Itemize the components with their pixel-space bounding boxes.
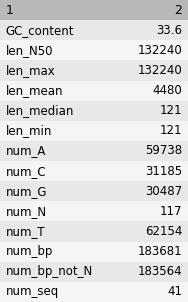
Text: len_max: len_max	[6, 64, 55, 77]
Bar	[0, 221, 188, 242]
Bar	[0, 0, 188, 20]
Bar	[0, 121, 188, 141]
Text: 121: 121	[160, 124, 182, 137]
Text: 132240: 132240	[138, 44, 182, 57]
Text: 132240: 132240	[138, 64, 182, 77]
Text: len_mean: len_mean	[6, 84, 63, 97]
Bar	[0, 282, 188, 302]
Text: num_bp_not_N: num_bp_not_N	[6, 265, 93, 278]
Text: 183564: 183564	[138, 265, 182, 278]
Text: 31185: 31185	[145, 165, 182, 178]
Text: len_N50: len_N50	[6, 44, 53, 57]
Bar	[0, 60, 188, 81]
Text: num_bp: num_bp	[6, 245, 53, 258]
Text: 62154: 62154	[145, 225, 182, 238]
Text: 4480: 4480	[153, 84, 182, 97]
Text: num_G: num_G	[6, 185, 47, 198]
Text: 2: 2	[174, 4, 182, 17]
Text: 183681: 183681	[138, 245, 182, 258]
Text: 1: 1	[6, 4, 14, 17]
Text: num_A: num_A	[6, 144, 46, 158]
Bar	[0, 40, 188, 60]
Text: 117: 117	[160, 205, 182, 218]
Bar	[0, 242, 188, 262]
Bar	[0, 101, 188, 121]
Text: 30487: 30487	[145, 185, 182, 198]
Text: 59738: 59738	[145, 144, 182, 158]
Text: len_median: len_median	[6, 104, 74, 117]
Text: 33.6: 33.6	[156, 24, 182, 37]
Text: num_T: num_T	[6, 225, 45, 238]
Bar	[0, 201, 188, 221]
Text: GC_content: GC_content	[6, 24, 74, 37]
Bar	[0, 161, 188, 181]
Text: len_min: len_min	[6, 124, 52, 137]
Bar	[0, 141, 188, 161]
Bar	[0, 262, 188, 282]
Bar	[0, 20, 188, 40]
Text: 121: 121	[160, 104, 182, 117]
Text: num_N: num_N	[6, 205, 47, 218]
Text: 41: 41	[167, 285, 182, 298]
Bar	[0, 181, 188, 201]
Text: num_C: num_C	[6, 165, 46, 178]
Text: num_seq: num_seq	[6, 285, 59, 298]
Bar	[0, 81, 188, 101]
